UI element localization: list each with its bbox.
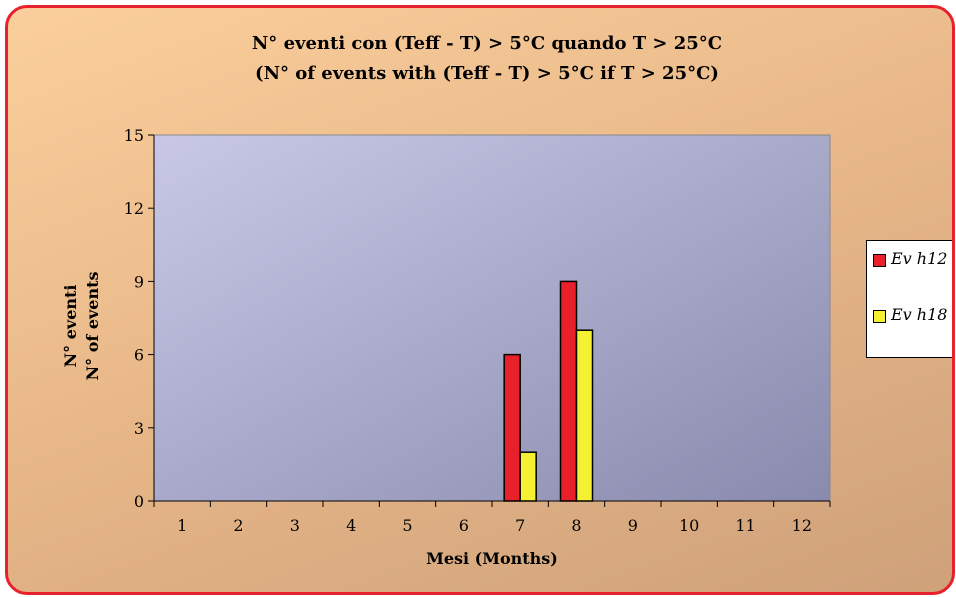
x-tick-label: 12	[792, 516, 812, 535]
x-tick-label: 8	[571, 516, 581, 535]
legend-label-h12: Ev h12	[891, 249, 948, 268]
y-tick-label: 15	[124, 126, 144, 145]
x-tick-label: 2	[233, 516, 243, 535]
chart-subtitle: (N° of events with (Teff - T) > 5°C if T…	[255, 63, 719, 84]
legend-swatch-h12	[873, 254, 886, 267]
bars	[503, 280, 594, 502]
x-tick-label: 5	[402, 516, 412, 535]
chart: N° eventi con (Teff - T) > 5°C quando T …	[61, 33, 831, 568]
x-tick-label: 7	[515, 516, 525, 535]
bar-ev-h18-8	[575, 329, 594, 502]
x-tick-label: 4	[346, 516, 356, 535]
y-axis-label-line1: N° eventi	[61, 285, 80, 368]
legend: Ev h12 Ev h18	[866, 240, 952, 358]
x-tick-label: 10	[679, 516, 699, 535]
legend-swatch-h18	[873, 310, 886, 323]
y-tick-label: 12	[124, 199, 144, 218]
x-tick-label: 11	[735, 516, 755, 535]
x-tick-label: 6	[459, 516, 469, 535]
y-tick-label: 6	[134, 346, 144, 365]
plot-area	[153, 134, 831, 502]
y-tick-label: 0	[134, 492, 144, 511]
y-tick-label: 9	[134, 272, 144, 291]
x-tick-label: 1	[177, 516, 187, 535]
x-tick-label: 3	[290, 516, 300, 535]
legend-label-h18: Ev h18	[891, 305, 948, 324]
bar-ev-h12-8	[559, 280, 578, 502]
bar-ev-h12-7	[503, 353, 521, 502]
chart-title: N° eventi con (Teff - T) > 5°C quando T …	[252, 33, 722, 54]
chart-frame: N° eventi con (Teff - T) > 5°C quando T …	[5, 5, 955, 595]
x-tick-label: 9	[628, 516, 638, 535]
y-tick-label: 3	[134, 419, 144, 438]
x-axis-label: Mesi (Months)	[426, 549, 558, 568]
bar-ev-h18-7	[519, 451, 537, 502]
y-axis-label-line2: N° of events	[83, 271, 102, 380]
